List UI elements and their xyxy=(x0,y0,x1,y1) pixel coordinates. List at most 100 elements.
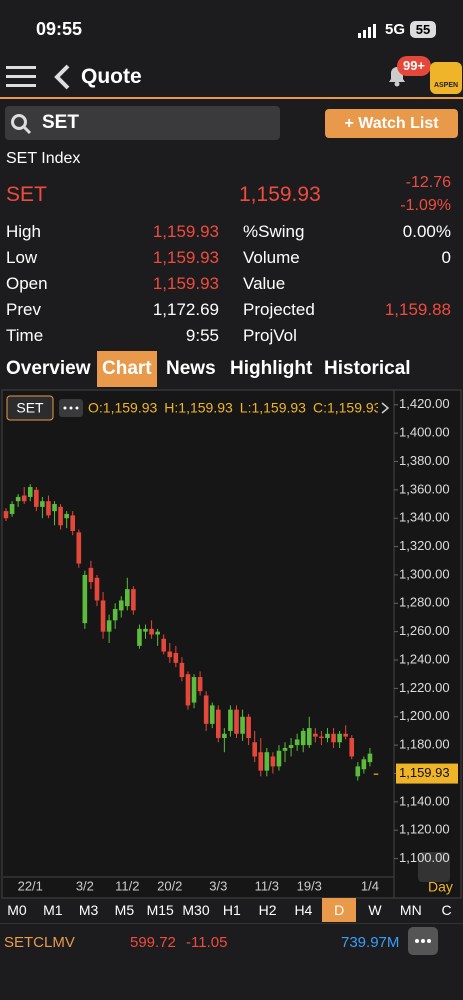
search-box[interactable] xyxy=(5,106,280,140)
footer-volume: 739.97M xyxy=(341,934,400,951)
candle-body xyxy=(179,662,185,678)
row-label: Projected xyxy=(243,300,315,319)
candle-body xyxy=(131,589,136,611)
y-tick-label: 1,220.00 xyxy=(399,680,450,695)
zoom-button[interactable] xyxy=(418,852,450,882)
battery: 55 xyxy=(410,21,436,38)
y-tick-label: 1,280.00 xyxy=(399,595,450,610)
row-label: Low xyxy=(6,248,38,267)
row-label: Time xyxy=(6,326,44,345)
timeframe-button[interactable]: M30 xyxy=(182,902,210,918)
legend-value: O:1,159.93 xyxy=(88,400,157,416)
candle-body xyxy=(125,589,130,607)
candle-body xyxy=(112,608,118,621)
tab[interactable]: Chart xyxy=(97,351,157,387)
y-tick-label: 1,300.00 xyxy=(399,566,450,581)
y-tick-label: 1,240.00 xyxy=(399,651,450,666)
timeframe-button[interactable]: MN xyxy=(399,902,422,918)
candle-body xyxy=(258,752,264,771)
candle-body xyxy=(228,709,233,731)
candle-body xyxy=(373,773,379,775)
timeframe-button[interactable]: D xyxy=(322,898,357,922)
timeframe-button[interactable]: M3 xyxy=(78,902,99,918)
candle-body xyxy=(27,487,33,497)
row-value: 1,159.88 xyxy=(384,300,451,319)
candle-body xyxy=(270,756,276,767)
candle-body xyxy=(76,532,82,564)
menu-button[interactable] xyxy=(6,64,36,90)
candle-body xyxy=(240,716,245,734)
candle-body xyxy=(21,495,27,502)
tab[interactable]: Overview xyxy=(6,358,91,379)
y-tick-label: 1,340.00 xyxy=(399,510,450,525)
page-title: Quote xyxy=(81,65,142,88)
x-tick-label: 3/3 xyxy=(209,878,227,893)
tab[interactable]: Historical xyxy=(324,358,411,379)
legend-symbol-box[interactable] xyxy=(6,395,54,421)
x-tick-label: 20/2 xyxy=(157,878,182,893)
candle-body xyxy=(3,511,9,519)
candle-body xyxy=(167,651,173,658)
candle-body xyxy=(215,709,221,739)
timeframe-button[interactable]: M15 xyxy=(146,902,174,918)
chart: SET O:1,159.93 H:1,159.93 L:1,159.93 C:1,15… xyxy=(1,389,462,899)
search-icon xyxy=(11,114,32,135)
candle-body xyxy=(300,730,306,746)
timeframe-button[interactable]: H4 xyxy=(294,902,313,918)
candle-body xyxy=(191,677,197,703)
row-value: 0 xyxy=(441,248,451,267)
y-tick-label: 1,140.00 xyxy=(399,793,450,808)
back-button[interactable] xyxy=(52,64,72,90)
y-tick-label: 1,260.00 xyxy=(399,623,450,638)
change: -12.76 xyxy=(405,174,451,191)
timeframe-button[interactable]: M1 xyxy=(43,902,63,918)
y-tick-label: 1,400.00 xyxy=(399,425,450,440)
candle-body xyxy=(313,733,318,737)
legend-symbol: SET xyxy=(16,400,44,416)
candle-body xyxy=(46,501,51,516)
watch-list-button[interactable]: + Watch List xyxy=(325,109,458,138)
candle-body xyxy=(337,733,342,743)
last-price-label: 1,159.93 xyxy=(399,765,450,780)
timeframe-button[interactable]: H2 xyxy=(258,902,277,918)
timeframe-button[interactable]: C xyxy=(441,902,452,918)
footer-change: -11.05 xyxy=(186,934,228,951)
candle-body xyxy=(52,504,57,512)
candle-body xyxy=(288,745,294,748)
timeframe-button[interactable]: M5 xyxy=(114,902,135,918)
candle-body xyxy=(222,733,227,739)
row-label: ProjVol xyxy=(243,326,297,345)
period-button[interactable]: Day xyxy=(428,879,453,895)
candle-body xyxy=(306,728,312,746)
candle-body xyxy=(64,513,69,519)
last-price-box xyxy=(396,763,458,784)
timeframe-button[interactable]: M0 xyxy=(7,902,27,918)
legend-scroll[interactable] xyxy=(378,398,392,418)
timeframe-button[interactable]: W xyxy=(368,902,382,918)
candle-body xyxy=(143,628,148,632)
candle-body xyxy=(88,567,94,583)
candle-body xyxy=(173,652,179,663)
row-label: High xyxy=(6,222,41,241)
candle-body xyxy=(367,753,373,763)
row-value: 1,159.93 xyxy=(152,248,219,267)
index-name: SET Index xyxy=(6,150,81,167)
candle-body xyxy=(282,747,288,751)
candle-body xyxy=(209,705,215,724)
y-tick-label: 1,420.00 xyxy=(399,396,450,411)
candle-body xyxy=(155,631,160,635)
candle-body xyxy=(197,677,203,692)
signal-icon xyxy=(358,24,376,38)
footer-menu[interactable] xyxy=(408,927,438,955)
chart-frame xyxy=(1,389,462,899)
tab[interactable]: News xyxy=(166,358,216,379)
candle-body xyxy=(137,628,142,646)
candle-body xyxy=(58,506,63,526)
candle-body xyxy=(276,750,282,767)
candle-body xyxy=(40,501,45,507)
tab[interactable]: Highlight xyxy=(230,358,313,379)
logo[interactable]: ASPEN xyxy=(430,62,462,94)
y-tick-label: 1,380.00 xyxy=(399,453,450,468)
timeframe-button[interactable]: H1 xyxy=(222,902,241,918)
row-value: 1,159.93 xyxy=(152,222,219,241)
